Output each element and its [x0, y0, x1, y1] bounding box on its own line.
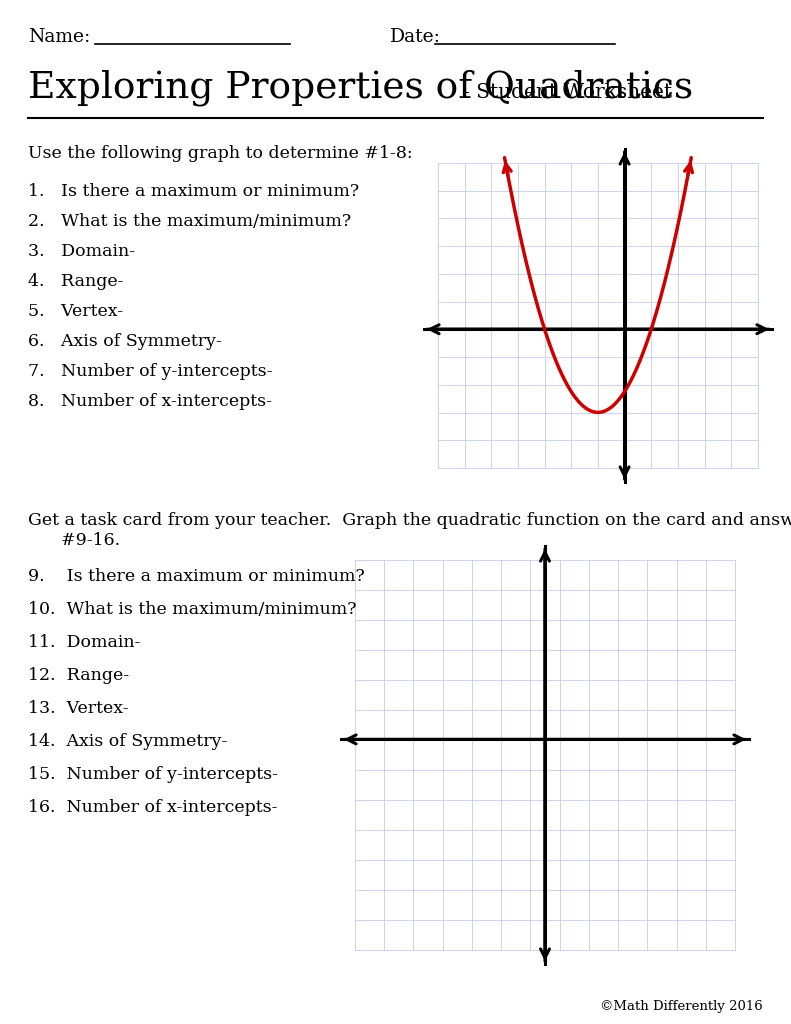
Text: #9-16.: #9-16. [28, 532, 120, 549]
Text: 5.   Vertex-: 5. Vertex- [28, 303, 123, 319]
Text: Get a task card from your teacher.  Graph the quadratic function on the card and: Get a task card from your teacher. Graph… [28, 512, 791, 529]
Text: 7.   Number of y-intercepts-: 7. Number of y-intercepts- [28, 362, 273, 380]
Text: Use the following graph to determine #1-8:: Use the following graph to determine #1-… [28, 145, 413, 162]
Text: 9.    Is there a maximum or minimum?: 9. Is there a maximum or minimum? [28, 568, 365, 585]
Text: ©Math Differently 2016: ©Math Differently 2016 [600, 1000, 763, 1013]
Text: 4.   Range-: 4. Range- [28, 273, 123, 290]
Text: 1.   Is there a maximum or minimum?: 1. Is there a maximum or minimum? [28, 183, 359, 200]
Text: 15.  Number of y-intercepts-: 15. Number of y-intercepts- [28, 766, 278, 783]
Text: 8.   Number of x-intercepts-: 8. Number of x-intercepts- [28, 393, 272, 410]
Text: Exploring Properties of Quadratics: Exploring Properties of Quadratics [28, 70, 693, 106]
Text: 3.   Domain-: 3. Domain- [28, 243, 135, 260]
Text: 2.   What is the maximum/minimum?: 2. What is the maximum/minimum? [28, 213, 351, 230]
Text: Name:: Name: [28, 28, 90, 46]
Text: 14.  Axis of Symmetry-: 14. Axis of Symmetry- [28, 733, 227, 750]
Text: 10.  What is the maximum/minimum?: 10. What is the maximum/minimum? [28, 601, 357, 618]
Text: Date:: Date: [390, 28, 441, 46]
Text: 16.  Number of x-intercepts-: 16. Number of x-intercepts- [28, 799, 278, 816]
Text: 13.  Vertex-: 13. Vertex- [28, 700, 129, 717]
Text: - Student Worksheet: - Student Worksheet [463, 83, 672, 102]
Text: 6.   Axis of Symmetry-: 6. Axis of Symmetry- [28, 333, 221, 350]
Text: 11.  Domain-: 11. Domain- [28, 634, 141, 651]
Text: 12.  Range-: 12. Range- [28, 667, 129, 684]
